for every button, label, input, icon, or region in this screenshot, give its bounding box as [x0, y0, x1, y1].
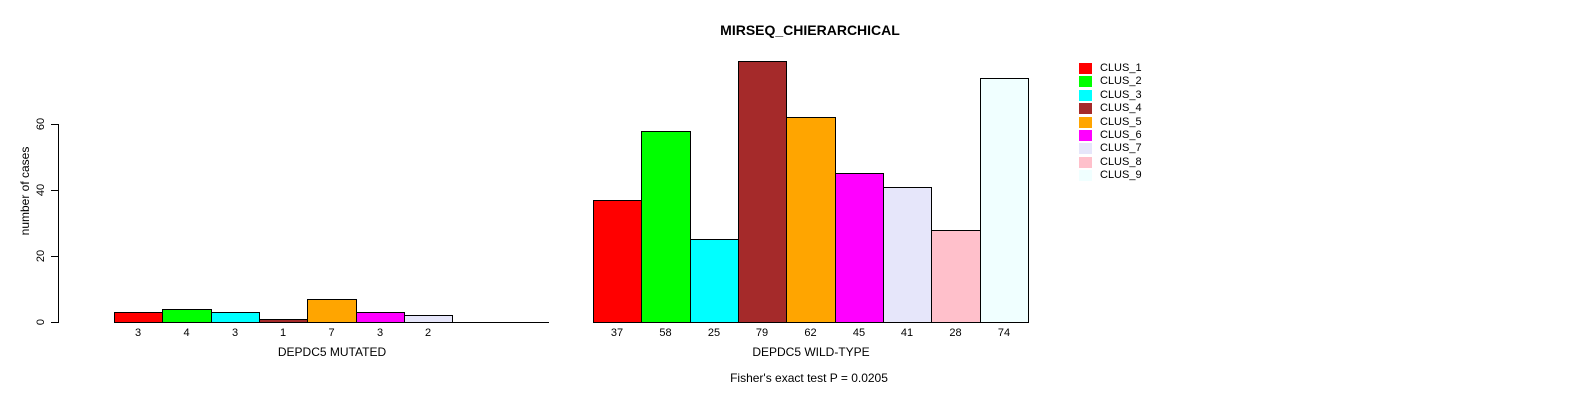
- bar: [307, 299, 357, 323]
- bar: [404, 315, 453, 323]
- bar: [641, 131, 691, 323]
- bar-value-label: 45: [852, 327, 866, 339]
- legend-item: CLUS_2: [1079, 75, 1142, 88]
- bar-value-label: 79: [755, 327, 769, 339]
- legend-item: CLUS_4: [1079, 102, 1142, 115]
- legend-item: CLUS_9: [1079, 169, 1142, 182]
- chart-title: MIRSEQ_CHIERARCHICAL: [720, 22, 900, 38]
- bar: [835, 173, 884, 323]
- legend-color-swatch: [1079, 143, 1092, 155]
- y-axis-line: [58, 124, 59, 323]
- legend-item: CLUS_7: [1079, 142, 1142, 155]
- y-tick-label: 0: [35, 318, 47, 326]
- legend-item: CLUS_1: [1079, 62, 1142, 75]
- bar-value-label: 41: [900, 327, 914, 339]
- bar: [786, 117, 836, 323]
- bar: [356, 312, 405, 323]
- bar: [114, 312, 163, 323]
- legend-item-label: CLUS_2: [1100, 75, 1142, 88]
- y-tick-mark: [51, 190, 59, 191]
- bar: [162, 309, 212, 323]
- bar-value-label: 7: [328, 327, 335, 339]
- bar-value-label: 37: [610, 327, 624, 339]
- bar-value-label: 3: [134, 327, 142, 339]
- bar: [738, 61, 787, 323]
- y-tick-label: 20: [35, 249, 47, 263]
- x-axis-label-wildtype: DEPDC5 WILD-TYPE: [752, 345, 870, 359]
- bar-value-label: 4: [183, 327, 190, 339]
- x-axis-label-mutated: DEPDC5 MUTATED: [277, 345, 387, 359]
- bar-value-label: 28: [949, 327, 962, 339]
- legend-color-swatch: [1079, 63, 1092, 74]
- legend-item: CLUS_5: [1079, 116, 1142, 129]
- legend-item: CLUS_6: [1079, 129, 1142, 142]
- legend-color-swatch: [1079, 170, 1092, 182]
- bar: [690, 239, 739, 323]
- bar-value-label: 1: [279, 327, 287, 339]
- legend-item-label: CLUS_5: [1100, 115, 1142, 128]
- legend-color-swatch: [1079, 89, 1092, 101]
- legend-item-label: CLUS_6: [1100, 128, 1142, 141]
- bar: [980, 78, 1029, 323]
- legend-item-label: CLUS_3: [1100, 88, 1142, 101]
- y-tick-label: 40: [35, 183, 47, 197]
- y-tick-mark: [51, 256, 59, 257]
- legend-item-label: CLUS_7: [1100, 142, 1142, 155]
- legend-color-swatch: [1079, 103, 1092, 115]
- y-axis-label: number of cases: [18, 146, 32, 236]
- legend-item-label: CLUS_4: [1100, 102, 1142, 115]
- bar-value-label: 74: [997, 327, 1011, 339]
- bar-value-label: 25: [707, 327, 721, 339]
- bar-value-label: 2: [424, 327, 432, 339]
- legend-item-label: CLUS_8: [1100, 155, 1142, 168]
- bar-value-label: 62: [804, 327, 817, 339]
- bar: [259, 319, 308, 323]
- legend-item: CLUS_3: [1079, 89, 1142, 102]
- bar-value-label: 3: [376, 327, 384, 339]
- legend-color-swatch: [1079, 129, 1092, 141]
- bar: [883, 187, 932, 323]
- y-tick-mark: [51, 124, 59, 125]
- fisher-test-annotation: Fisher's exact test P = 0.0205: [730, 371, 888, 385]
- y-tick-mark: [51, 322, 59, 323]
- bar-value-label: 58: [659, 327, 672, 339]
- bar-value-label: 3: [231, 327, 239, 339]
- legend-item: CLUS_8: [1079, 156, 1142, 169]
- bar: [593, 200, 642, 323]
- legend-color-swatch: [1079, 76, 1092, 88]
- legend-item-label: CLUS_9: [1100, 169, 1142, 182]
- legend-color-swatch: [1079, 156, 1092, 168]
- bar: [211, 312, 260, 323]
- bar: [931, 230, 981, 323]
- legend-item-label: CLUS_1: [1100, 62, 1142, 74]
- y-tick-label: 60: [35, 117, 47, 131]
- legend: CLUS_1 CLUS_2 CLUS_3 CLUS_4 CLUS_5 CLUS_6 CLUS…: [1079, 62, 1142, 183]
- legend-color-swatch: [1079, 116, 1092, 128]
